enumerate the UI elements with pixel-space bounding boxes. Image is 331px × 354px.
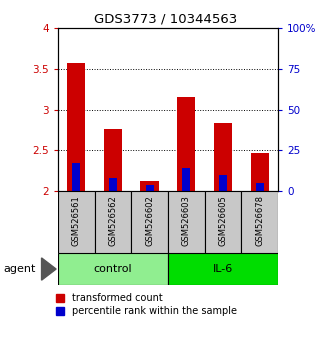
Bar [214,123,232,191]
Bar [58,253,168,285]
Bar [95,191,131,253]
Polygon shape [42,258,56,280]
Bar [251,153,269,191]
Text: IL-6: IL-6 [213,264,233,274]
Text: GSM526605: GSM526605 [218,195,227,246]
Bar [109,178,117,191]
Bar [182,169,190,191]
Text: GSM526678: GSM526678 [255,195,264,246]
Bar [146,185,154,191]
Bar [177,97,196,191]
Legend: transformed count, percentile rank within the sample: transformed count, percentile rank withi… [56,293,237,316]
Bar [131,191,168,253]
Bar [205,191,241,253]
Text: GDS3773 / 10344563: GDS3773 / 10344563 [94,12,237,25]
Bar [72,162,80,191]
Text: agent: agent [3,264,36,274]
Bar [219,175,227,191]
Bar [58,191,95,253]
Text: GSM526561: GSM526561 [72,195,81,246]
Bar [140,181,159,191]
Bar [256,183,264,191]
Text: GSM526562: GSM526562 [109,195,118,246]
Bar [67,63,85,191]
Text: control: control [94,264,132,274]
Bar [168,253,278,285]
Text: GSM526602: GSM526602 [145,195,154,246]
Bar [241,191,278,253]
Bar [168,191,205,253]
Text: GSM526603: GSM526603 [182,195,191,246]
Bar [104,129,122,191]
